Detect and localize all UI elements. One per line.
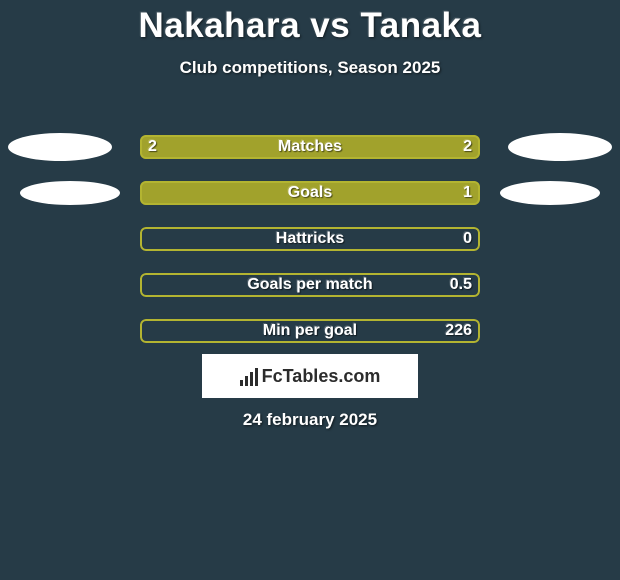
stat-label: Matches (278, 138, 342, 156)
stat-label: Hattricks (276, 230, 344, 248)
stat-value-right: 0 (463, 230, 472, 248)
left-ellipse-icon (8, 133, 112, 161)
stats-container: 2 2 Matches 1 Goals 0 Hattricks 0.5 Goals per ma… (0, 124, 620, 354)
stat-value-right: 226 (445, 322, 472, 340)
stat-row: 2 2 Matches (0, 124, 620, 170)
stat-label: Goals per match (247, 276, 372, 294)
right-ellipse-icon (500, 181, 600, 205)
stat-value-right: 1 (463, 184, 472, 202)
stat-row: 0 Hattricks (0, 216, 620, 262)
date-label: 24 february 2025 (0, 410, 620, 430)
stat-value-right: 2 (463, 138, 472, 156)
stat-label: Goals (288, 184, 332, 202)
stat-value-left: 2 (148, 138, 157, 156)
subtitle: Club competitions, Season 2025 (0, 58, 620, 78)
logo-text: FcTables.com (262, 366, 381, 387)
stat-row: 0.5 Goals per match (0, 262, 620, 308)
fctables-logo: FcTables.com (202, 354, 418, 398)
right-ellipse-icon (508, 133, 612, 161)
stat-row: 1 Goals (0, 170, 620, 216)
stat-value-right: 0.5 (450, 276, 472, 294)
stat-row: 226 Min per goal (0, 308, 620, 354)
stat-label: Min per goal (263, 322, 357, 340)
left-ellipse-icon (20, 181, 120, 205)
page-title: Nakahara vs Tanaka (0, 0, 620, 46)
logo-bars-icon (240, 366, 258, 386)
